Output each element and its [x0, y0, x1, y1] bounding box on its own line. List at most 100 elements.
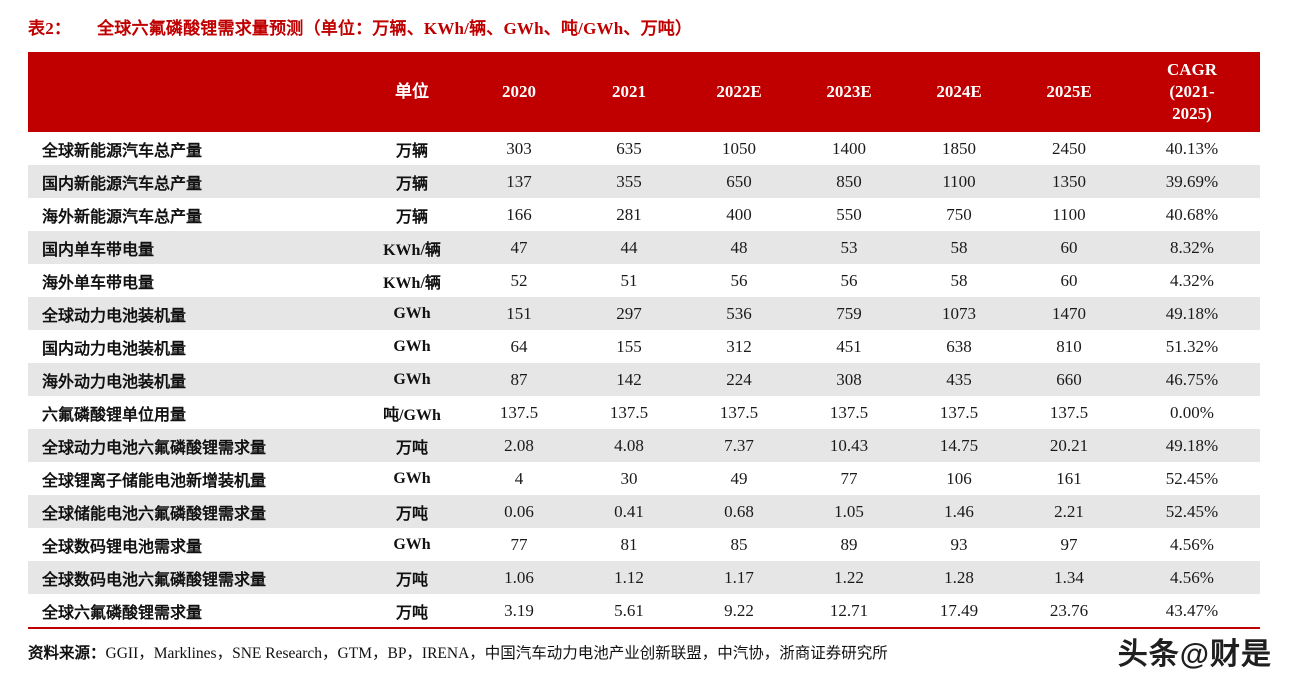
row-label: 全球动力电池六氟磷酸锂需求量 — [42, 439, 267, 457]
value-cell: 400 — [726, 204, 752, 224]
value-cell: 97 — [1060, 534, 1078, 554]
value-cell: 10.43 — [829, 435, 869, 455]
value-cell: 0.06 — [504, 501, 534, 521]
table-row: 全球锂离子储能电池新增装机量 GWh 4 30 49 77 106 161 52.45% — [28, 462, 1260, 495]
unit-cell: 万吨 — [395, 439, 428, 457]
value-cell: 1.06 — [504, 567, 534, 587]
value-cell: 166 — [506, 204, 532, 224]
value-cell: 137 — [506, 171, 532, 191]
value-cell: 3.19 — [504, 600, 534, 620]
value-cell: 49 — [730, 468, 748, 488]
source-text: GGII，Marklines，SNE Research，GTM，BP，IRENA… — [105, 645, 888, 662]
forecast-table: 单位 2020 2021 2022E 2023E 2024E 2025E CAGR (2021… — [28, 52, 1260, 629]
table-header: 单位 2020 2021 2022E 2023E 2024E 2025E CAGR (2021… — [28, 52, 1260, 132]
unit-cell: 万辆 — [395, 175, 428, 193]
value-cell: 451 — [836, 336, 862, 356]
table-row: 海外单车带电量 KWh/辆 52 51 56 56 58 60 4.32% — [28, 264, 1260, 297]
value-cell: 81 — [620, 534, 638, 554]
column-header: 2020 — [464, 52, 574, 132]
unit-cell: 万吨 — [395, 505, 428, 523]
column-header: 2021 — [574, 52, 684, 132]
table-row: 全球数码电池六氟磷酸锂需求量 万吨 1.06 1.12 1.17 1.22 1.28 1.34… — [28, 561, 1260, 594]
header-row: 单位 2020 2021 2022E 2023E 2024E 2025E CAGR (2021… — [28, 52, 1260, 132]
value-cell: 1100 — [942, 171, 976, 191]
column-header: 单位 — [360, 52, 464, 132]
column-header: 2023E — [794, 52, 904, 132]
source-note: 资料来源：GGII，Marklines，SNE Research，GTM，BP，… — [28, 641, 1260, 663]
watermark: 头条@财是 — [1117, 638, 1272, 671]
value-cell: 4 — [514, 468, 524, 488]
value-cell: 435 — [946, 369, 972, 389]
cagr-cell: 4.56% — [1170, 567, 1214, 587]
column-header: 2022E — [684, 52, 794, 132]
value-cell: 106 — [946, 468, 972, 488]
value-cell: 1050 — [722, 138, 756, 158]
value-cell: 750 — [946, 204, 972, 224]
value-cell: 9.22 — [724, 600, 754, 620]
table-row: 海外动力电池装机量 GWh 87 142 224 308 435 660 46.75% — [28, 363, 1260, 396]
table-row: 全球动力电池六氟磷酸锂需求量 万吨 2.08 4.08 7.37 10.43 14.75 20… — [28, 429, 1260, 462]
row-label: 全球动力电池装机量 — [42, 307, 187, 325]
value-cell: 52 — [510, 270, 528, 290]
value-cell: 85 — [730, 534, 748, 554]
table-row: 海外新能源汽车总产量 万辆 166 281 400 550 750 1100 40.68% — [28, 198, 1260, 231]
value-cell: 30 — [620, 468, 638, 488]
unit-cell: 万吨 — [395, 604, 428, 622]
value-cell: 536 — [726, 303, 752, 323]
cagr-cell: 4.32% — [1170, 270, 1214, 290]
cagr-cell: 49.18% — [1165, 435, 1219, 455]
value-cell: 53 — [840, 237, 858, 257]
value-cell: 137.5 — [499, 402, 539, 422]
table-title-text: 全球六氟磷酸锂需求量预测（单位：万辆、KWh/辆、GWh、吨/GWh、万吨） — [97, 19, 693, 38]
unit-cell: GWh — [393, 337, 431, 355]
cagr-cell: 46.75% — [1165, 369, 1219, 389]
unit-cell: 万辆 — [395, 208, 428, 226]
value-cell: 660 — [1056, 369, 1082, 389]
cagr-cell: 49.18% — [1165, 303, 1219, 323]
table-row: 全球储能电池六氟磷酸锂需求量 万吨 0.06 0.41 0.68 1.05 1.46 2.21… — [28, 495, 1260, 528]
source-label: 资料来源： — [28, 645, 106, 662]
value-cell: 1.34 — [1054, 567, 1084, 587]
value-cell: 759 — [836, 303, 862, 323]
value-cell: 1.46 — [944, 501, 974, 521]
value-cell: 2.08 — [504, 435, 534, 455]
value-cell: 5.61 — [614, 600, 644, 620]
row-label: 全球新能源汽车总产量 — [42, 142, 203, 160]
unit-cell: 吨/GWh — [383, 406, 441, 424]
value-cell: 93 — [950, 534, 968, 554]
value-cell: 1850 — [942, 138, 976, 158]
value-cell: 64 — [510, 336, 528, 356]
value-cell: 1350 — [1052, 171, 1086, 191]
table-row: 全球动力电池装机量 GWh 151 297 536 759 1073 1470 49.18% — [28, 297, 1260, 330]
value-cell: 281 — [616, 204, 642, 224]
row-label: 全球锂离子储能电池新增装机量 — [42, 472, 267, 490]
cagr-cell: 4.56% — [1170, 534, 1214, 554]
unit-cell: GWh — [393, 535, 431, 553]
value-cell: 308 — [836, 369, 862, 389]
table-row: 全球新能源汽车总产量 万辆 303 635 1050 1400 1850 2450 40.13% — [28, 132, 1260, 165]
value-cell: 312 — [726, 336, 752, 356]
value-cell: 7.37 — [724, 435, 754, 455]
row-label: 全球数码锂电池需求量 — [42, 538, 203, 556]
value-cell: 137.5 — [829, 402, 869, 422]
column-header: 2025E — [1014, 52, 1124, 132]
value-cell: 1.28 — [944, 567, 974, 587]
row-label: 海外动力电池装机量 — [42, 373, 187, 391]
unit-cell: GWh — [393, 304, 431, 322]
cagr-cell: 40.68% — [1165, 204, 1219, 224]
value-cell: 1.22 — [834, 567, 864, 587]
value-cell: 48 — [730, 237, 748, 257]
unit-cell: KWh/辆 — [383, 241, 441, 259]
column-header-blank — [28, 52, 360, 132]
value-cell: 810 — [1056, 336, 1082, 356]
table-row: 国内单车带电量 KWh/辆 47 44 48 53 58 60 8.32% — [28, 231, 1260, 264]
cagr-cell: 51.32% — [1165, 336, 1219, 356]
value-cell: 14.75 — [939, 435, 979, 455]
value-cell: 638 — [946, 336, 972, 356]
cagr-cell: 0.00% — [1170, 402, 1214, 422]
column-header: CAGR (2021- 2025) — [1124, 52, 1260, 132]
cagr-cell: 8.32% — [1170, 237, 1214, 257]
value-cell: 4.08 — [614, 435, 644, 455]
value-cell: 137.5 — [939, 402, 979, 422]
value-cell: 77 — [840, 468, 858, 488]
